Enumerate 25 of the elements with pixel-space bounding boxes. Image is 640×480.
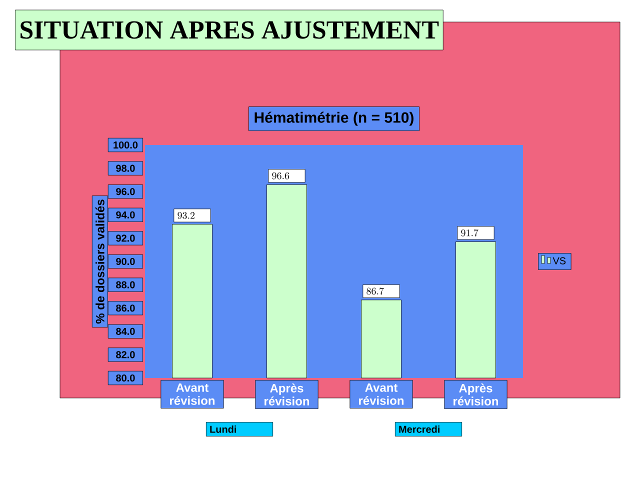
y-tick-label: 86.0 bbox=[116, 304, 135, 312]
y-tick-label: 100.0 bbox=[114, 141, 138, 149]
y-tick-label: 94.0 bbox=[116, 211, 135, 218]
y-tick-label: 84.0 bbox=[116, 328, 135, 335]
y-tick-label: 88.0 bbox=[116, 281, 135, 288]
y-tick-label: 92.0 bbox=[116, 234, 135, 242]
text: Mercredi bbox=[399, 426, 440, 433]
data-label: 96.6 bbox=[272, 172, 290, 180]
y-tick-label: 90.0 bbox=[116, 258, 135, 266]
x-tick-label: Après révision bbox=[264, 384, 310, 406]
x-tick-label: Après révision bbox=[454, 384, 498, 406]
legend-label: VS bbox=[552, 257, 566, 264]
x-tick-label: Avant révision bbox=[170, 384, 215, 405]
chart-title: SITUATION APRES AJUSTEMENT bbox=[20, 21, 439, 39]
x-tick-label: Avant révision bbox=[359, 384, 404, 405]
data-label: 93.2 bbox=[178, 212, 195, 219]
y-tick-label: 98.0 bbox=[116, 164, 135, 172]
y-axis-title: % de dossiers validés bbox=[95, 200, 104, 324]
y-tick-label: 96.0 bbox=[116, 188, 135, 196]
data-label: 91 .7 bbox=[461, 229, 478, 236]
y-tick-label: 82.0 bbox=[116, 351, 135, 358]
data-label: 86.7 bbox=[366, 288, 384, 295]
text: Lundi bbox=[210, 426, 236, 433]
chart-subtitle: Hématimétrie (n = 510) bbox=[254, 112, 414, 126]
y-tick-label: 80.0 bbox=[116, 374, 135, 382]
